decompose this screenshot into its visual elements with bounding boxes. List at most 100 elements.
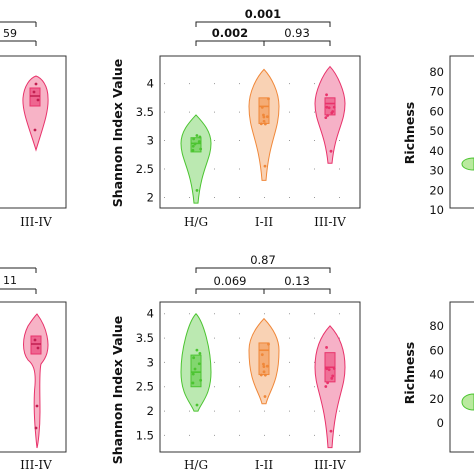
violins — [180, 65, 346, 204]
comparison-label: 11 — [3, 274, 17, 287]
comparison-bracket — [263, 288, 331, 294]
x-tick-label: III-IV — [20, 215, 52, 229]
data-point — [331, 374, 335, 378]
data-point — [332, 367, 336, 370]
y-tick-label: 40 — [429, 144, 444, 158]
comparison-label: 0.13 — [284, 274, 310, 288]
violin-i-ii — [248, 317, 280, 405]
data-point — [331, 110, 335, 113]
y-tick-label: 50 — [429, 124, 444, 138]
data-point — [199, 378, 203, 382]
data-point — [263, 122, 267, 126]
data-point — [325, 367, 329, 371]
box — [258, 342, 270, 376]
comparison-bracket — [195, 267, 331, 273]
data-point — [197, 140, 201, 143]
y-tick-label: 10 — [429, 203, 444, 217]
data-point — [332, 105, 336, 109]
x-tick-label: III-IV — [314, 458, 346, 472]
data-point — [263, 373, 267, 377]
data-point — [265, 115, 269, 119]
data-point — [192, 356, 196, 360]
box — [258, 97, 270, 124]
y-tick-label: 3 — [147, 355, 154, 369]
violin-body — [248, 68, 280, 181]
comparison-label: 0.002 — [212, 26, 248, 40]
x-ticks: H/G I-II III-IV — [184, 458, 346, 472]
x-tick-label: H/G — [184, 458, 208, 472]
data-point — [267, 342, 270, 346]
data-point — [329, 149, 333, 153]
comparison-label: 0.87 — [250, 253, 276, 267]
data-point — [259, 373, 263, 377]
y-axis-label: Richness — [402, 342, 417, 404]
y-axis-label: Shannon Index Value — [110, 316, 125, 464]
y-tick-label: 60 — [429, 104, 444, 118]
data-point — [329, 429, 333, 433]
plot-frame — [159, 301, 361, 453]
data-point — [262, 370, 266, 374]
data-point — [327, 368, 331, 372]
y-tick-label: 20 — [429, 392, 444, 406]
y-tick-label: 80 — [429, 319, 444, 333]
violin-h-g — [180, 114, 212, 204]
y-tick-label: 30 — [429, 164, 444, 178]
violin-body — [180, 114, 212, 204]
data-point — [324, 116, 328, 120]
data-point — [191, 144, 195, 148]
y-tick-label: 4 — [147, 307, 154, 321]
x-tick-label: I-II — [255, 215, 274, 229]
violin-h-g-partial — [461, 393, 474, 411]
y-tick-label: 70 — [429, 85, 444, 99]
comparison-bracket — [263, 40, 331, 46]
y-ticks: 2 2.5 3 3.5 4 — [136, 77, 154, 205]
data-point — [259, 122, 263, 126]
comparison-brackets: 0.001 0.002 0.93 — [195, 7, 331, 46]
data-point — [195, 348, 199, 352]
data-point — [325, 93, 328, 97]
comparison-label: 0.069 — [214, 274, 247, 288]
data-point — [326, 114, 330, 117]
y-ticks: 0 20 40 60 80 — [429, 319, 444, 430]
y-tick-label: 2 — [147, 190, 154, 204]
violins — [180, 313, 346, 449]
x-ticks: H/G I-II III-IV — [184, 215, 346, 229]
y-tick-label: 1.5 — [136, 428, 154, 442]
plot-frame — [449, 301, 474, 453]
data-point — [260, 353, 264, 357]
violin-iii-iv — [314, 325, 346, 449]
x-tick-label: III-IV — [314, 215, 346, 229]
data-point — [199, 147, 203, 151]
data-point — [262, 362, 265, 366]
panel-top-left: 59 III-IV — [0, 21, 67, 229]
data-point — [191, 372, 195, 376]
y-tick-label: 2.5 — [136, 380, 154, 394]
y-tick-label: 3.5 — [136, 105, 154, 119]
violin-i-ii — [248, 68, 280, 181]
y-axis-label: Richness — [402, 102, 417, 164]
y-tick-label: 2.5 — [136, 162, 154, 176]
data-point — [262, 119, 266, 123]
data-point — [195, 134, 199, 137]
y-tick-label: 60 — [429, 343, 444, 357]
data-point — [197, 362, 201, 366]
data-point — [267, 97, 270, 101]
y-tick-label: 3.5 — [136, 331, 154, 345]
plot-frame — [0, 301, 67, 453]
violin-body — [314, 325, 346, 449]
data-point — [265, 364, 269, 368]
data-point — [325, 346, 328, 349]
panel-bottom-left: 11 III-IV — [0, 267, 67, 472]
data-point — [263, 164, 267, 168]
y-tick-label: 0 — [437, 416, 444, 430]
y-tick-label: 20 — [429, 183, 444, 197]
y-tick-label: 3 — [147, 134, 154, 148]
y-axis-label: Shannon Index Value — [110, 59, 125, 207]
violin-h-g-partial — [461, 157, 474, 171]
box — [190, 354, 202, 388]
y-tick-label: 4 — [147, 77, 154, 91]
comparison-brackets: 0.870.069 0.13 — [195, 253, 331, 294]
panel-top-right: Richness 10 20 30 40 50 60 70 80 — [402, 55, 474, 217]
data-point — [198, 351, 202, 355]
plot-frame — [0, 55, 67, 209]
